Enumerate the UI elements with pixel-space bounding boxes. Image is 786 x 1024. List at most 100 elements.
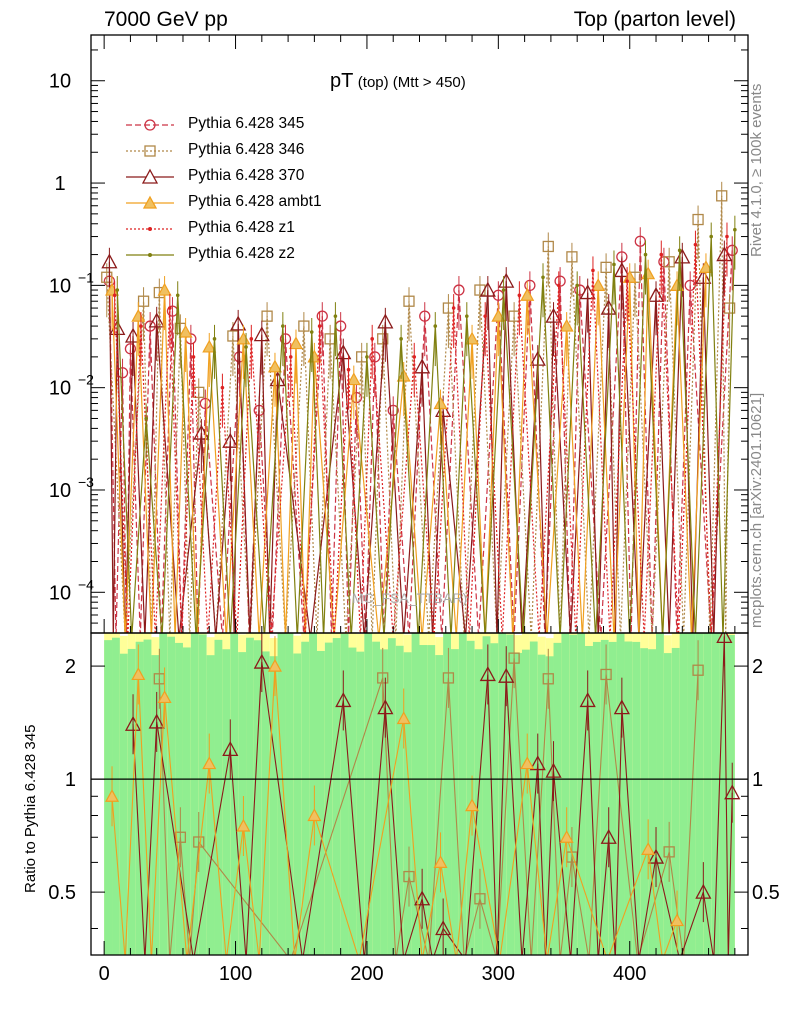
series-point-5 <box>709 234 714 239</box>
legend-label-345: Pythia 6.428 345 <box>188 115 305 132</box>
chart-title-main: pT <box>330 70 354 92</box>
series-point-3 <box>288 336 303 350</box>
ratio-band-green <box>458 633 467 955</box>
series-point-5 <box>144 416 148 421</box>
series-point-2 <box>101 253 118 269</box>
ratio-band-green <box>206 655 215 955</box>
analysis-label: MC_FSA_TTBAR) <box>352 590 468 606</box>
ratio-point-2 <box>520 756 535 770</box>
legend-marker-ambt1 <box>126 195 174 209</box>
series-point-2 <box>674 248 691 264</box>
ratio-band-green <box>537 654 546 955</box>
series-point-1 <box>474 284 486 296</box>
series-point-5 <box>309 330 314 334</box>
ratio-band-green <box>285 633 294 955</box>
ratio-tick-label-right: 0.5 <box>752 882 780 904</box>
ratio-point-1 <box>579 692 596 708</box>
series-point-4 <box>517 293 522 298</box>
series-point-5 <box>115 288 120 292</box>
ratio-point-2 <box>105 789 120 802</box>
ratio-band-green <box>261 651 270 955</box>
ratio-band-green <box>616 633 625 955</box>
ratio-point-2 <box>433 855 448 868</box>
series-point-1 <box>542 240 554 253</box>
ratio-point-0 <box>377 672 389 684</box>
ratio-point-2 <box>157 690 172 704</box>
ratio-point-0 <box>193 836 205 848</box>
series-point-4 <box>346 367 351 372</box>
ratio-band-green <box>119 653 128 955</box>
series-point-0 <box>684 279 696 292</box>
ratio-point-2 <box>641 842 656 855</box>
series-point-4 <box>288 355 293 359</box>
ratio-point-1 <box>414 890 431 906</box>
ratio-band-green <box>585 645 593 955</box>
ratio-point-1 <box>148 713 165 729</box>
legend-marker-z2 <box>126 253 174 257</box>
mcplots-label: mcplots.cern.ch [arXiv:2401.10621] <box>748 392 765 628</box>
series-point-4 <box>483 314 488 318</box>
header-right: Top (parton level) <box>573 8 736 31</box>
ratio-band-green <box>246 637 254 955</box>
ratio-point-2 <box>559 830 574 843</box>
legend-marker-345 <box>126 119 174 131</box>
ratio-band-green <box>293 653 302 955</box>
ratio-band-green <box>553 642 562 955</box>
series-point-5 <box>677 248 682 253</box>
series-point-1 <box>600 261 612 273</box>
ratio-band-green <box>711 633 720 955</box>
series-point-3 <box>641 266 656 280</box>
ratio-band-green <box>301 641 310 955</box>
ratio-point-1 <box>695 883 712 899</box>
ratio-band-green <box>608 641 617 955</box>
series-point-0 <box>387 404 399 417</box>
ratio-band-green <box>466 640 475 955</box>
ratio-band-green <box>332 638 341 955</box>
ratio-tick-label-right: 1 <box>752 769 763 791</box>
series-point-5 <box>399 337 403 341</box>
ratio-band-green <box>395 645 404 955</box>
ratio-band-green <box>151 655 160 955</box>
series-point-0 <box>316 310 328 322</box>
x-tick-label: 0 <box>99 963 110 985</box>
series-point-2 <box>335 344 352 360</box>
series-point-4 <box>370 337 374 341</box>
ratio-point-2 <box>267 658 282 672</box>
ratio-point-0 <box>600 668 612 681</box>
ratio-point-0 <box>174 831 187 843</box>
y-tick-label: 10 <box>49 275 71 297</box>
series-point-3 <box>520 288 535 301</box>
series-point-2 <box>716 246 733 262</box>
series-point-5 <box>212 337 217 341</box>
series-point-4 <box>112 293 117 298</box>
ratio-band-green <box>277 633 286 955</box>
series-point-1 <box>261 310 273 322</box>
ratio-tick-label-left: 2 <box>65 656 76 678</box>
ratio-point-1 <box>435 920 452 936</box>
ratio-band-green <box>569 634 578 955</box>
ratio-tick-label-left: 0.5 <box>48 882 76 904</box>
ratio-point-0 <box>403 870 415 883</box>
x-tick-label: 100 <box>219 963 252 985</box>
ratio-point-2 <box>236 818 251 832</box>
series-point-3 <box>202 339 217 353</box>
ratio-tick-label-left: 1 <box>65 769 76 791</box>
series-line-5 <box>116 229 736 633</box>
series-point-5 <box>612 262 616 267</box>
series-point-1 <box>566 251 578 263</box>
series-point-5 <box>433 324 438 328</box>
ratio-point-0 <box>442 672 455 684</box>
series-point-5 <box>575 283 579 288</box>
ratio-band-green <box>514 652 522 955</box>
series-point-2 <box>414 358 431 374</box>
legend-label-z1: Pythia 6.428 z1 <box>188 219 295 236</box>
ratio-point-1 <box>724 784 741 800</box>
series-point-0 <box>124 343 137 355</box>
series-point-5 <box>465 314 469 318</box>
series-point-4 <box>693 242 698 247</box>
series-point-1 <box>377 333 389 345</box>
ratio-point-2 <box>465 798 480 812</box>
ratio-band-green <box>695 633 704 955</box>
series-point-4 <box>191 355 196 359</box>
